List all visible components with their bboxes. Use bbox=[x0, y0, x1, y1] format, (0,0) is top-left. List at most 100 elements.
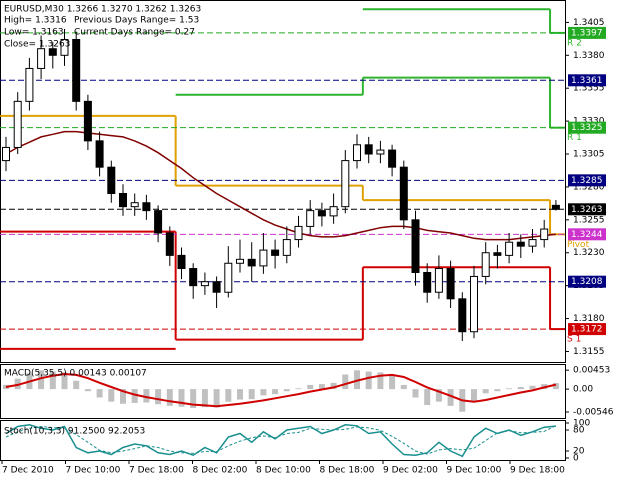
info-cur-range: Current Days Range= 0.27 bbox=[74, 28, 195, 38]
candle-body bbox=[282, 239, 291, 256]
info-low: Low= 1.3163 bbox=[4, 28, 64, 38]
macd-bar bbox=[295, 388, 302, 390]
candle-body bbox=[142, 202, 151, 212]
price-tag bbox=[568, 203, 606, 216]
info-close: Close= 1.3263 bbox=[4, 40, 70, 50]
macd-bar bbox=[272, 389, 279, 395]
macd-bar bbox=[84, 389, 91, 392]
candle-body bbox=[236, 258, 244, 264]
macd-bar bbox=[412, 389, 419, 398]
candle-body bbox=[411, 219, 420, 273]
price-tag-label: 1.3325 bbox=[571, 123, 603, 133]
x-tick-label: 9 Dec 02:00 bbox=[383, 466, 438, 476]
candle-body bbox=[446, 268, 455, 300]
macd-bar bbox=[318, 384, 325, 390]
x-tick-label: 7 Dec 18:00 bbox=[129, 466, 184, 476]
y-tick-label: 1.3155 bbox=[573, 347, 605, 357]
level-label: S 1 bbox=[567, 335, 581, 345]
y-tick-label: 1.3305 bbox=[573, 150, 605, 160]
price-tag bbox=[568, 323, 606, 336]
y-tick-label: 1.3280 bbox=[573, 182, 605, 192]
macd-bar bbox=[447, 389, 454, 406]
stoch-signal bbox=[5, 425, 557, 455]
x-tick-label: 9 Dec 10:00 bbox=[447, 466, 502, 476]
candle-body bbox=[165, 232, 174, 256]
x-tick-label: 8 Dec 18:00 bbox=[320, 466, 375, 476]
candle-body bbox=[271, 249, 280, 256]
macd-bar bbox=[120, 389, 126, 404]
macd-bar bbox=[506, 388, 513, 390]
candle-body bbox=[306, 210, 315, 227]
candle-body bbox=[341, 160, 350, 208]
macd-bar bbox=[49, 371, 56, 390]
y-tick-label: 0.00453 bbox=[573, 366, 610, 376]
macd-bar bbox=[155, 389, 162, 405]
candle-body bbox=[72, 38, 81, 102]
macd-bar bbox=[166, 389, 173, 406]
x-tick-label: 8 Dec 02:00 bbox=[193, 466, 248, 476]
macd-bar bbox=[494, 389, 501, 392]
macd-bar bbox=[435, 389, 442, 402]
candle-body bbox=[423, 271, 432, 293]
candle-body bbox=[540, 228, 549, 241]
candle-body bbox=[25, 67, 34, 102]
macd-bar bbox=[471, 389, 477, 402]
macd-bar bbox=[3, 384, 9, 390]
candle-body bbox=[154, 210, 163, 234]
macd-bar bbox=[108, 389, 115, 402]
macd-bar bbox=[190, 389, 197, 408]
moving-average bbox=[5, 130, 556, 241]
candle-body bbox=[399, 166, 408, 221]
candle-body bbox=[107, 166, 116, 195]
candle-body bbox=[177, 254, 186, 270]
price-tag bbox=[568, 74, 606, 87]
candle-body bbox=[60, 38, 69, 56]
price-tag bbox=[568, 275, 606, 288]
info-high: High= 1.3316 bbox=[4, 16, 67, 26]
candle-body bbox=[13, 100, 22, 148]
macd-bar bbox=[178, 389, 185, 407]
y-tick-label: -0.00546 bbox=[573, 407, 614, 417]
y-tick-label: 80 bbox=[573, 426, 585, 436]
macd-panel bbox=[0, 364, 566, 419]
candle-body bbox=[470, 275, 478, 333]
candle-body bbox=[516, 241, 525, 247]
macd-bar bbox=[400, 384, 407, 390]
y-tick-label: 100 bbox=[573, 419, 590, 429]
y-tick-label: 1.3355 bbox=[573, 84, 605, 94]
x-tick-label: 7 Dec 2010 bbox=[2, 466, 54, 476]
price-tag-label: 1.3244 bbox=[571, 230, 603, 240]
macd-title: MACD(5,35,5) 0.00143 0.00107 bbox=[4, 369, 147, 379]
symbol-line: EURUSD,M30 1.3266 1.3270 1.3262 1.3263 bbox=[4, 5, 201, 15]
macd-bar bbox=[365, 371, 372, 390]
price-tag-label: 1.3208 bbox=[571, 277, 603, 287]
macd-bar bbox=[342, 374, 349, 390]
candle-body bbox=[189, 268, 198, 287]
y-tick-label: 1.3330 bbox=[573, 117, 605, 127]
macd-bar bbox=[131, 389, 138, 403]
candle-body bbox=[212, 281, 221, 293]
macd-bar bbox=[73, 380, 80, 390]
candle-body bbox=[329, 206, 338, 217]
macd-bar bbox=[424, 389, 431, 406]
main-panel bbox=[0, 0, 566, 363]
candle-body bbox=[224, 262, 233, 293]
price-tag bbox=[568, 174, 606, 187]
macd-bar bbox=[201, 389, 208, 408]
macd-bar bbox=[248, 389, 255, 400]
candle-body bbox=[376, 149, 385, 155]
candle-body bbox=[551, 204, 560, 210]
price-tag bbox=[568, 228, 606, 241]
y-tick-label: 1.3380 bbox=[573, 51, 605, 61]
macd-bar bbox=[143, 389, 150, 403]
price-tag bbox=[568, 26, 606, 39]
candle-body bbox=[388, 149, 397, 168]
y-tick-label: 0 bbox=[573, 454, 579, 464]
macd-bar bbox=[517, 387, 524, 390]
y-tick-label: 1.3405 bbox=[573, 18, 605, 28]
y-tick-label: 0.00 bbox=[573, 385, 593, 395]
macd-bar bbox=[38, 370, 45, 390]
candle-body bbox=[434, 268, 443, 293]
candle-body bbox=[119, 193, 127, 208]
